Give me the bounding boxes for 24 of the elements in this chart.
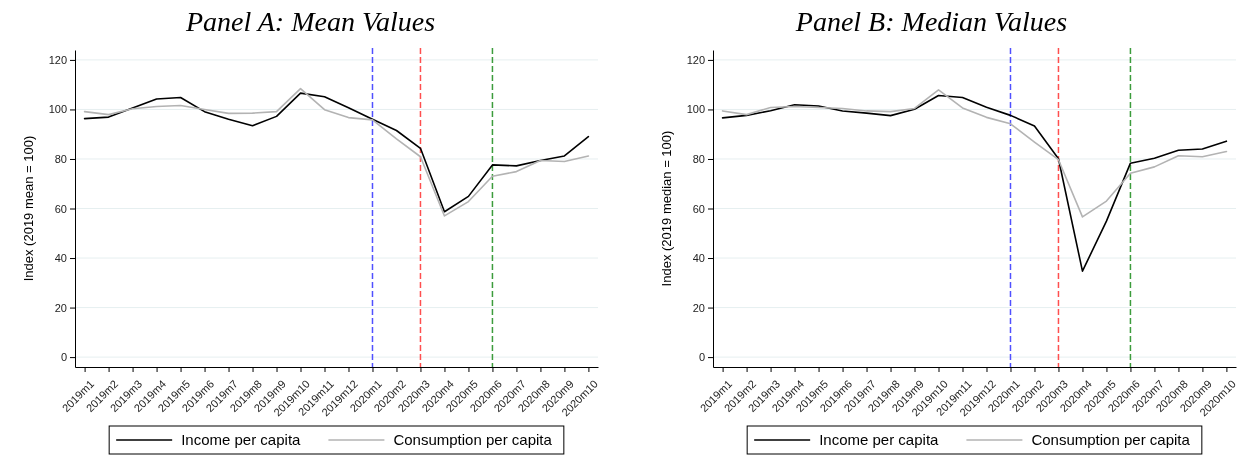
- y-tick-label: 20: [692, 301, 705, 314]
- y-tick-label: 60: [692, 202, 705, 215]
- y-tick-label: 80: [54, 152, 67, 165]
- y-tick-label: 60: [54, 202, 67, 215]
- y-tick-label: 40: [692, 252, 705, 265]
- y-tick-label: 20: [54, 301, 67, 314]
- y-tick-label: 100: [48, 103, 67, 116]
- legend-label: Income per capita: [181, 431, 302, 449]
- y-tick-label: 0: [60, 351, 67, 364]
- legend-label: Income per capita: [819, 431, 940, 449]
- y-tick-label: 40: [54, 252, 67, 265]
- line-series: [721, 94, 1228, 272]
- y-tick-label: 0: [698, 351, 705, 364]
- y-axis-title: Index (2019 median = 100): [659, 130, 674, 287]
- y-tick-label: 120: [686, 53, 705, 66]
- line-series: [721, 89, 1228, 218]
- y-tick-label: 120: [48, 53, 67, 66]
- legend-label: Consumption per capita: [1031, 431, 1191, 449]
- legend-label: Consumption per capita: [393, 431, 553, 449]
- chart-title: Panel B: Median Values: [794, 6, 1068, 37]
- y-tick-label: 80: [692, 152, 705, 165]
- y-tick-label: 100: [686, 103, 705, 116]
- y-axis-title: Index (2019 mean = 100): [21, 135, 36, 282]
- chart-title: Panel A: Mean Values: [184, 6, 436, 37]
